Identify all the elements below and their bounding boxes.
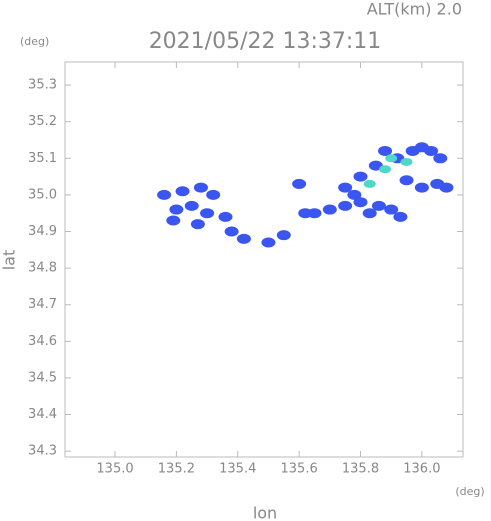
x-tick-label: 135.8 [342,462,379,477]
x-unit: (deg) [455,485,484,498]
radar-echo [307,208,322,219]
radar-echo [424,145,439,156]
radar-echo [261,237,276,248]
radar-echo [292,178,307,189]
radar-echo [276,230,291,241]
radar-echo [169,204,184,215]
radar-echo [393,211,408,222]
y-tick-label: 35.2 [28,114,57,129]
radar-echo [166,215,181,226]
radar-echo [206,189,221,200]
radar-echo [200,208,215,219]
radar-echo [157,189,172,200]
radar-echo [338,182,353,193]
x-axis-label: lon [253,504,277,521]
radar-echo [338,200,353,211]
radar-echo [236,233,251,244]
radar-echo [190,219,205,230]
radar-echo [347,189,362,200]
radar-echo [385,154,398,163]
x-tick-label: 135.2 [158,462,195,477]
radar-echo [439,182,454,193]
radar-echo [175,186,190,197]
radar-echo [322,204,337,215]
x-tick-label: 135.4 [219,462,256,477]
y-tick-label: 34.4 [28,407,57,422]
radar-echo [400,157,413,166]
y-tick-label: 35.1 [28,151,57,166]
radar-echo [224,226,239,237]
y-tick-label: 34.6 [28,334,57,349]
x-tick-label: 135.0 [96,462,133,477]
x-tick-label: 135.6 [281,462,318,477]
radar-echo [399,175,414,186]
radar-echo [433,153,448,164]
radar-echo [218,211,233,222]
radar-echo [371,200,386,211]
y-tick-label: 35.0 [28,187,57,202]
y-tick-label: 34.5 [28,370,57,385]
y-unit: (deg) [20,35,49,48]
y-tick-label: 34.3 [28,444,57,459]
radar-echo [378,145,393,156]
radar-echo [414,182,429,193]
radar-echo [193,182,208,193]
radar-echo [363,179,376,188]
altitude-annotation: ALT(km) 2.0 [367,0,462,19]
radar-echo [362,208,377,219]
chart-title: 2021/05/22 13:37:11 [149,29,382,54]
y-tick-label: 35.3 [28,78,57,93]
radar-echo [379,165,392,174]
y-tick-label: 34.8 [28,261,57,276]
radar-echo [384,204,399,215]
radar-echo [353,171,368,182]
x-tick-label: 136.0 [403,462,440,477]
radar-echo [184,200,199,211]
radar-echo [353,197,368,208]
y-axis-label: lat [0,250,19,271]
y-tick-label: 34.7 [28,297,57,312]
plot-frame [64,61,464,458]
y-tick-label: 34.9 [28,224,57,239]
